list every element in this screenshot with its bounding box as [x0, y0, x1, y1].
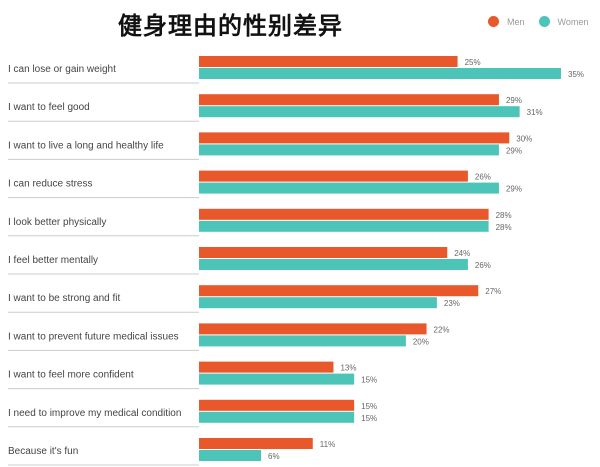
legend: Men Women [488, 16, 600, 27]
category-row-i-want-to-feel-good: I want to feel good 29% 31% [8, 94, 543, 122]
value-label-men: 30% [516, 134, 532, 143]
bar-women [199, 450, 262, 461]
bar-men [199, 323, 427, 335]
category-row-i-feel-better-mentally: I feel better mentally 24% 26% [8, 247, 491, 275]
value-label-men: 13% [340, 364, 356, 373]
value-label-women: 15% [361, 376, 377, 385]
legend-dot-women [538, 16, 550, 27]
bar-women [199, 106, 520, 118]
chart-title: 健身理由的性别差异 [118, 12, 343, 40]
value-label-women: 29% [506, 185, 522, 194]
bar-men [199, 208, 489, 220]
bar-men [199, 438, 313, 449]
category-label: I want to feel more confident [8, 370, 134, 381]
bar-women [199, 68, 561, 79]
category-row-i-want-to-prevent-future-medical-issues: I want to prevent future medical issues 2… [8, 323, 450, 351]
value-label-men: 11% [320, 440, 335, 449]
value-label-women: 20% [413, 337, 429, 346]
bar-men [199, 94, 499, 106]
category-label: I want to live a long and healthy life [8, 140, 164, 151]
bar-men [199, 285, 479, 297]
value-label-women: 15% [361, 414, 377, 423]
category-label: I can lose or gain weight [8, 64, 116, 75]
value-label-men: 28% [496, 211, 512, 220]
category-row-because-it-s-fun: Because it's fun 11% 6% [8, 438, 335, 466]
legend-item-women: Women [538, 16, 589, 27]
bar-women [199, 411, 355, 423]
category-label: Because it's fun [8, 446, 78, 457]
category-label: I want to prevent future medical issues [8, 331, 179, 342]
value-label-women: 31% [527, 108, 543, 117]
category-label: I want to be strong and fit [8, 293, 121, 304]
value-label-men: 29% [506, 96, 522, 105]
category-row-i-look-better-physically: I look better physically 28% 28% [8, 208, 512, 237]
legend-item-men: Men [488, 16, 525, 27]
value-label-men: 15% [361, 402, 377, 411]
bar-men [199, 399, 355, 411]
value-label-women: 35% [568, 70, 584, 79]
category-row-i-want-to-live-a-long-and-healthy-life: I want to live a long and healthy life 30… [8, 132, 532, 160]
value-label-men: 24% [454, 249, 470, 258]
category-label: I feel better mentally [8, 255, 98, 266]
bar-women [199, 335, 406, 347]
value-label-men: 25% [465, 58, 481, 67]
value-label-women: 26% [475, 261, 491, 270]
value-label-men: 26% [475, 173, 491, 182]
category-row-i-can-lose-or-gain-weight: I can lose or gain weight 25% 35% [8, 56, 584, 84]
value-label-women: 28% [496, 223, 512, 232]
legend-dot-men [488, 16, 499, 27]
category-row-i-want-to-be-strong-and-fit: I want to be strong and fit 27% 23% [8, 285, 501, 313]
bar-women [199, 182, 499, 194]
bar-women [199, 144, 499, 156]
value-label-women: 6% [268, 452, 280, 461]
value-label-men: 27% [485, 287, 501, 296]
value-label-women: 23% [444, 299, 460, 308]
bar-women [199, 373, 355, 385]
value-label-women: 29% [506, 146, 522, 155]
category-row-i-need-to-improve-my-medical-condition: I need to improve my medical condition 15… [8, 399, 377, 428]
legend-label-men: Men [507, 16, 525, 27]
bar-men [199, 170, 468, 182]
category-row-i-want-to-feel-more-confident: I want to feel more confident 13% 15% [8, 361, 377, 390]
bar-men [199, 132, 510, 144]
bar-women [199, 259, 468, 270]
bar-men [199, 247, 448, 258]
legend-label-women: Women [557, 16, 589, 27]
bar-women [199, 297, 437, 309]
bar-women [199, 220, 489, 232]
category-label: I want to feel good [8, 102, 90, 113]
value-label-men: 22% [434, 325, 450, 334]
category-label: I can reduce stress [8, 179, 92, 190]
bar-men [199, 56, 458, 67]
category-row-i-can-reduce-stress: I can reduce stress 26% 29% [8, 170, 522, 199]
bar-men [199, 361, 334, 373]
category-label: I look better physically [8, 217, 106, 228]
category-label: I need to improve my medical condition [8, 408, 181, 419]
